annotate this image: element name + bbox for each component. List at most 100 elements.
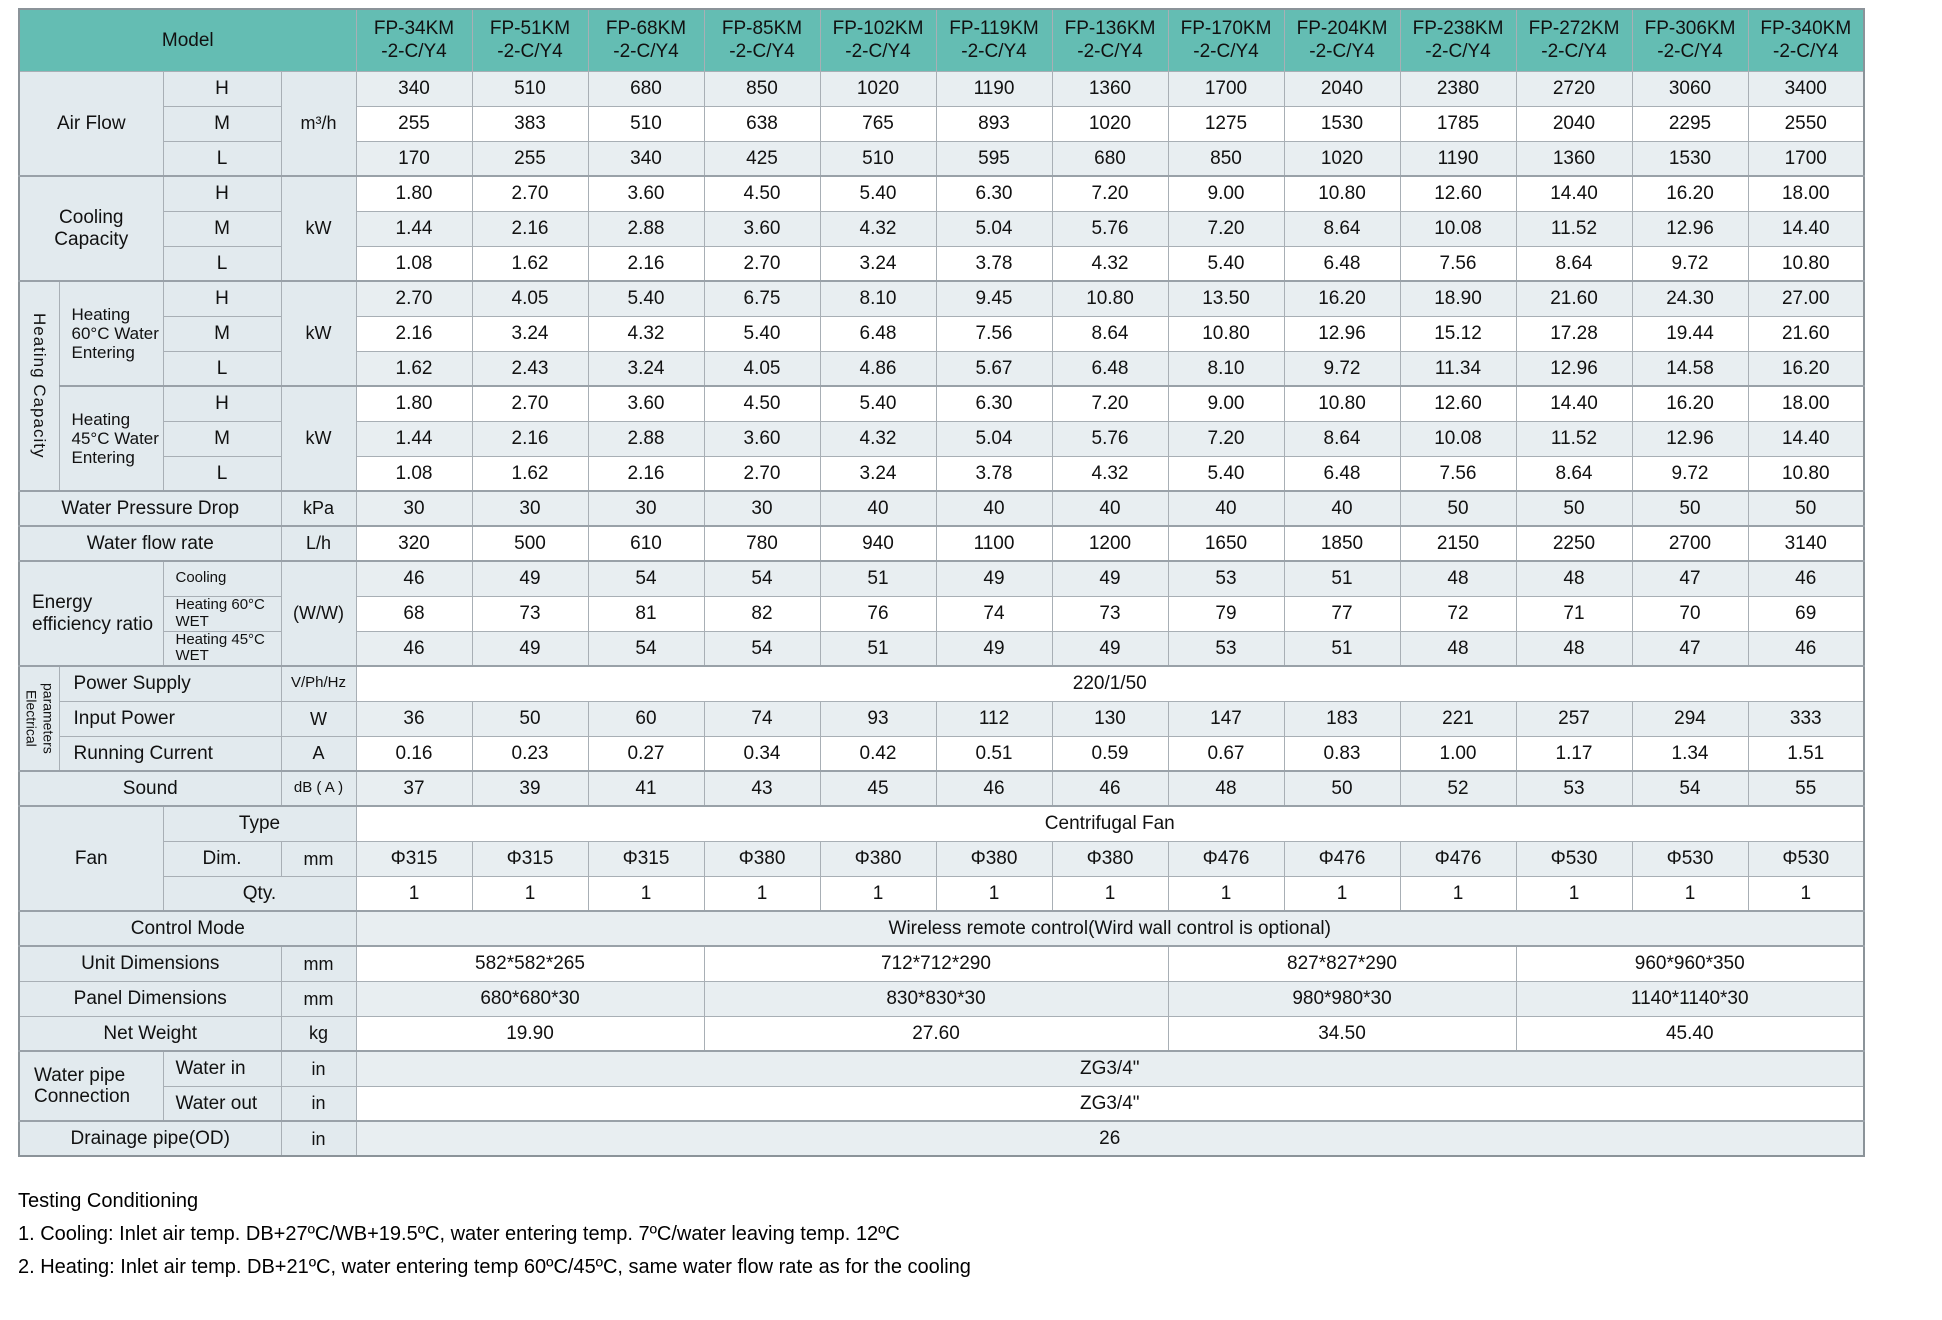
- speed-label: M: [162, 420, 282, 457]
- speed-label: H: [162, 280, 282, 317]
- value-heating45-m-12: 12.96: [1631, 420, 1749, 457]
- value-panel-dimensions-group-3: 980*980*30: [1167, 980, 1517, 1017]
- unit-vphhz: V/Ph/Hz: [280, 665, 357, 702]
- value-fan-qty-10: 1: [1399, 875, 1517, 912]
- value-eer-heating45-8: 53: [1167, 630, 1285, 667]
- value-heating45-h-9: 10.80: [1283, 385, 1401, 422]
- value-air-flow-h-12: 3060: [1631, 70, 1749, 107]
- value-eer-heating60-9: 77: [1283, 595, 1401, 632]
- row-label-water-pressure-drop: Water Pressure Drop: [18, 490, 282, 527]
- value-water-pressure-1: 30: [355, 490, 473, 527]
- value-cooling-m-6: 5.04: [935, 210, 1053, 247]
- model-suffix: -2-C/Y4: [1657, 41, 1723, 63]
- value-air-flow-l-5: 510: [819, 140, 937, 177]
- value-fan-dim-7: Φ380: [1051, 840, 1169, 877]
- value-heating45-m-11: 11.52: [1515, 420, 1633, 457]
- model-name: FP-68KM: [605, 18, 687, 40]
- value-air-flow-h-9: 2040: [1283, 70, 1401, 107]
- value-air-flow-l-10: 1190: [1399, 140, 1517, 177]
- value-heating60-l-3: 3.24: [587, 350, 705, 387]
- unit-in: in: [280, 1050, 357, 1087]
- row-label-water-out: Water out: [162, 1085, 282, 1122]
- value-input-power-8: 147: [1167, 700, 1285, 737]
- value-heating45-h-2: 2.70: [471, 385, 589, 422]
- value-water-flow-1: 320: [355, 525, 473, 562]
- value-heating60-m-12: 19.44: [1631, 315, 1749, 352]
- value-air-flow-h-13: 3400: [1747, 70, 1865, 107]
- value-cooling-l-3: 2.16: [587, 245, 705, 282]
- value-heating45-m-2: 2.16: [471, 420, 589, 457]
- value-unit-dimensions-group-3: 827*827*290: [1167, 945, 1517, 982]
- value-water-pressure-12: 50: [1631, 490, 1749, 527]
- value-running-current-3: 0.27: [587, 735, 705, 772]
- row-label-heating-capacity: Heating Capacity: [18, 280, 60, 492]
- value-heating45-h-8: 9.00: [1167, 385, 1285, 422]
- value-heating45-h-10: 12.60: [1399, 385, 1517, 422]
- value-fan-dim-11: Φ530: [1515, 840, 1633, 877]
- value-fan-dim-4: Φ380: [703, 840, 821, 877]
- unit-heating-60: kW: [280, 280, 357, 387]
- value-heating60-m-9: 12.96: [1283, 315, 1401, 352]
- value-water-flow-4: 780: [703, 525, 821, 562]
- testing-conditions-note-2: 2. Heating: Inlet air temp. DB+21ºC, wat…: [18, 1256, 971, 1279]
- value-air-flow-m-8: 1275: [1167, 105, 1285, 142]
- value-heating45-m-10: 10.08: [1399, 420, 1517, 457]
- unit-kg: kg: [280, 1015, 357, 1052]
- value-heating45-l-2: 1.62: [471, 455, 589, 492]
- value-heating60-h-12: 24.30: [1631, 280, 1749, 317]
- value-fan-type: Centrifugal Fan: [355, 805, 1865, 842]
- row-label-heating-60: Heating 60°C Water Entering: [58, 280, 164, 387]
- value-heating60-h-1: 2.70: [355, 280, 473, 317]
- value-air-flow-m-11: 2040: [1515, 105, 1633, 142]
- value-air-flow-m-12: 2295: [1631, 105, 1749, 142]
- value-cooling-m-11: 11.52: [1515, 210, 1633, 247]
- speed-label: M: [162, 105, 282, 142]
- row-label-eer: Energy efficiency ratio: [18, 559, 164, 667]
- value-running-current-5: 0.42: [819, 735, 937, 772]
- testing-conditions-note-1: 1. Cooling: Inlet air temp. DB+27ºC/WB+1…: [18, 1223, 900, 1246]
- unit-mm: mm: [280, 945, 357, 982]
- unit-in: in: [280, 1085, 357, 1122]
- value-sound-6: 46: [935, 770, 1053, 807]
- value-cooling-m-13: 14.40: [1747, 210, 1865, 247]
- value-eer-cooling-10: 48: [1399, 560, 1517, 597]
- value-air-flow-l-4: 425: [703, 140, 821, 177]
- value-air-flow-m-10: 1785: [1399, 105, 1517, 142]
- value-heating45-m-9: 8.64: [1283, 420, 1401, 457]
- value-heating60-h-6: 9.45: [935, 280, 1053, 317]
- value-sound-8: 48: [1167, 770, 1285, 807]
- model-suffix: -2-C/Y4: [1309, 41, 1375, 63]
- value-cooling-l-9: 6.48: [1283, 245, 1401, 282]
- value-heating60-l-6: 5.67: [935, 350, 1053, 387]
- value-heating60-l-11: 12.96: [1515, 350, 1633, 387]
- unit-lh: L/h: [280, 525, 357, 562]
- value-eer-heating60-7: 73: [1051, 595, 1169, 632]
- value-heating60-h-10: 18.90: [1399, 280, 1517, 317]
- value-heating45-l-6: 3.78: [935, 455, 1053, 492]
- value-net-weight-group-1: 19.90: [355, 1015, 705, 1052]
- value-eer-heating45-13: 46: [1747, 630, 1865, 667]
- value-heating45-l-9: 6.48: [1283, 455, 1401, 492]
- value-heating60-h-4: 6.75: [703, 280, 821, 317]
- value-heating45-m-5: 4.32: [819, 420, 937, 457]
- value-heating60-m-3: 4.32: [587, 315, 705, 352]
- value-heating45-l-12: 9.72: [1631, 455, 1749, 492]
- model-column-6: FP-119KM -2-C/Y4: [935, 8, 1053, 72]
- value-heating45-l-5: 3.24: [819, 455, 937, 492]
- value-eer-heating60-8: 79: [1167, 595, 1285, 632]
- value-water-pressure-3: 30: [587, 490, 705, 527]
- value-air-flow-h-6: 1190: [935, 70, 1053, 107]
- speed-label: H: [162, 175, 282, 212]
- value-heating45-m-8: 7.20: [1167, 420, 1285, 457]
- model-column-8: FP-170KM -2-C/Y4: [1167, 8, 1285, 72]
- value-heating60-m-10: 15.12: [1399, 315, 1517, 352]
- row-label-eer-heating60: Heating 60°C WET: [162, 595, 282, 632]
- value-panel-dimensions-group-1: 680*680*30: [355, 980, 705, 1017]
- value-sound-12: 54: [1631, 770, 1749, 807]
- row-label-water-flow-rate: Water flow rate: [18, 525, 282, 562]
- value-cooling-h-4: 4.50: [703, 175, 821, 212]
- model-suffix: -2-C/Y4: [1425, 41, 1491, 63]
- value-eer-heating60-12: 70: [1631, 595, 1749, 632]
- row-label-eer-cooling: Cooling: [162, 560, 282, 597]
- value-fan-dim-12: Φ530: [1631, 840, 1749, 877]
